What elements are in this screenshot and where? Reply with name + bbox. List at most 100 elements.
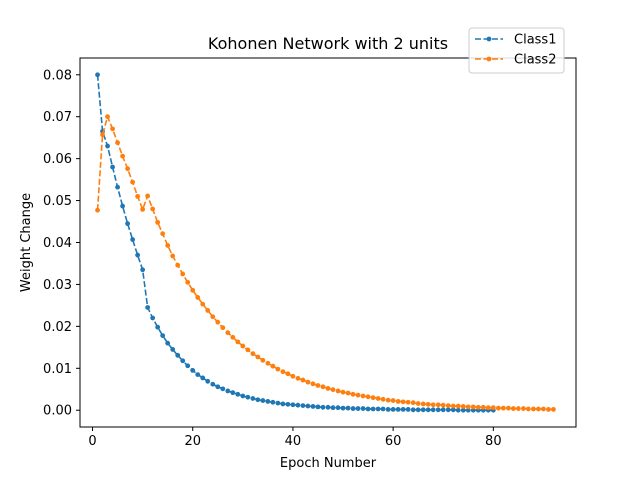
- legend-marker: [486, 56, 492, 62]
- data-point: [350, 391, 356, 397]
- data-point: [305, 403, 311, 409]
- data-point: [230, 334, 236, 340]
- y-tick-label: 0.02: [43, 320, 72, 335]
- series-layer: [95, 72, 556, 413]
- legend-label: Class2: [514, 53, 556, 68]
- data-point: [270, 399, 276, 405]
- data-point: [255, 397, 261, 403]
- data-point: [435, 402, 441, 408]
- data-point: [425, 407, 431, 413]
- data-point: [170, 347, 176, 352]
- data-point: [290, 373, 296, 379]
- x-tick-label: 20: [184, 434, 201, 449]
- data-point: [505, 405, 511, 411]
- data-point: [95, 72, 100, 78]
- data-point: [235, 391, 241, 397]
- legend-label: Class1: [514, 33, 556, 48]
- data-point: [465, 407, 471, 413]
- data-point: [485, 405, 491, 411]
- data-point: [265, 399, 271, 404]
- data-point: [536, 406, 541, 412]
- data-point: [195, 295, 201, 300]
- data-point: [330, 387, 336, 393]
- data-point: [145, 305, 151, 310]
- data-point: [245, 347, 251, 353]
- data-point: [305, 379, 311, 385]
- data-point: [185, 363, 191, 369]
- data-point: [365, 406, 371, 412]
- x-tick-label: 0: [88, 434, 96, 449]
- data-point: [526, 406, 531, 412]
- data-point: [175, 262, 181, 268]
- data-point: [325, 404, 331, 410]
- data-point: [95, 207, 100, 213]
- data-point: [465, 404, 471, 410]
- data-point: [370, 395, 376, 401]
- data-point: [546, 406, 551, 412]
- data-point: [220, 325, 226, 331]
- data-point: [280, 369, 286, 375]
- data-point: [345, 390, 351, 396]
- data-point: [410, 400, 416, 406]
- data-point: [440, 402, 446, 408]
- data-point: [430, 407, 436, 413]
- data-point: [430, 402, 436, 408]
- data-point: [130, 237, 136, 242]
- data-point: [150, 315, 156, 321]
- data-point: [145, 193, 151, 199]
- data-point: [150, 206, 156, 212]
- y-axis-label: Weight Change: [19, 193, 34, 292]
- data-point: [160, 333, 166, 338]
- x-tick-label: 80: [485, 434, 502, 449]
- data-point: [415, 407, 421, 413]
- data-point: [180, 358, 186, 364]
- y-tick-label: 0.03: [43, 278, 72, 293]
- data-point: [135, 193, 141, 199]
- data-point: [125, 221, 130, 227]
- data-point: [165, 340, 171, 346]
- data-point: [495, 405, 501, 411]
- data-point: [340, 389, 346, 395]
- data-point: [260, 357, 266, 363]
- data-point: [405, 399, 411, 405]
- data-point: [270, 363, 276, 369]
- data-point: [445, 403, 451, 409]
- data-point: [280, 401, 286, 407]
- x-axis-label: Epoch Number: [280, 456, 377, 471]
- data-point: [105, 143, 110, 149]
- data-point: [425, 401, 431, 407]
- data-point: [415, 401, 421, 406]
- legend-marker: [486, 36, 492, 42]
- data-point: [225, 388, 231, 394]
- data-point: [295, 402, 301, 408]
- data-point: [390, 398, 396, 403]
- data-point: [315, 404, 321, 410]
- data-point: [210, 314, 216, 320]
- chart-title: Kohonen Network with 2 units: [208, 34, 448, 53]
- data-point: [455, 403, 461, 409]
- data-point: [325, 386, 331, 391]
- data-point: [480, 404, 486, 410]
- y-tick-label: 0.08: [43, 68, 72, 83]
- data-point: [345, 405, 351, 411]
- data-point: [335, 388, 341, 394]
- data-point: [235, 339, 241, 345]
- data-point: [460, 407, 466, 413]
- data-point: [110, 164, 115, 170]
- data-point: [420, 407, 426, 413]
- data-point: [405, 406, 411, 412]
- y-tick-label: 0.07: [43, 110, 72, 125]
- data-point: [310, 381, 316, 387]
- data-point: [205, 308, 211, 313]
- data-point: [350, 406, 356, 411]
- data-point: [551, 406, 556, 412]
- data-point: [220, 386, 226, 392]
- data-point: [115, 184, 120, 190]
- data-point: [175, 352, 181, 358]
- data-point: [295, 375, 301, 381]
- data-point: [165, 243, 171, 248]
- data-point: [125, 166, 130, 172]
- data-point: [470, 404, 476, 410]
